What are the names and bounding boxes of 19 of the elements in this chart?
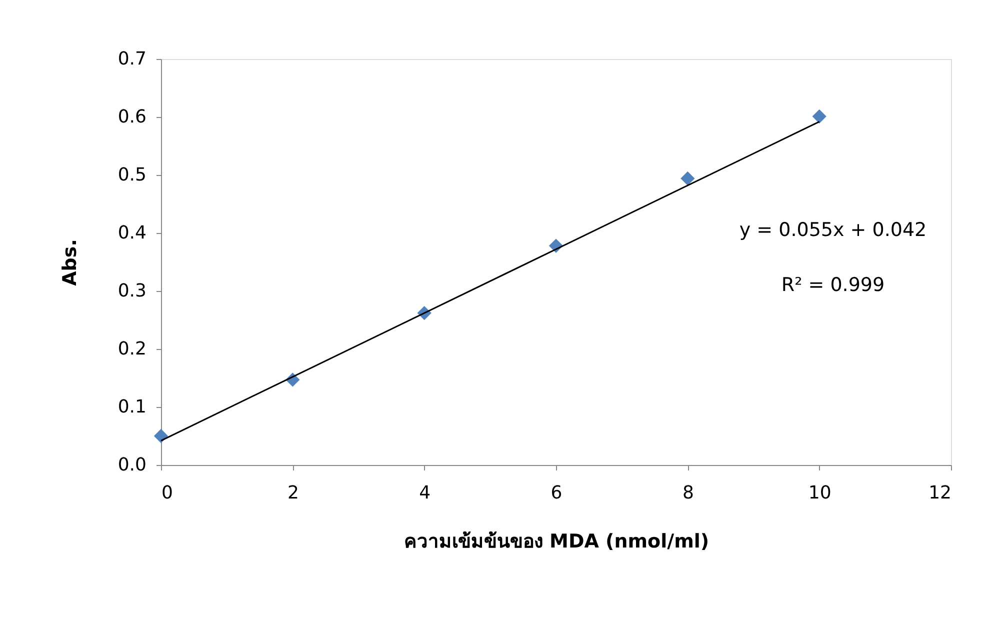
y-tick-label: 0.1	[118, 396, 146, 418]
y-tick-label: 0.5	[118, 164, 146, 186]
y-tick-label: 0.3	[118, 280, 146, 302]
x-tick-label: 6	[550, 482, 562, 504]
y-tick-label: 0.6	[118, 106, 146, 128]
x-tick-label: 2	[287, 482, 299, 504]
x-tick-label: 10	[808, 482, 832, 504]
y-tick-label: 0.0	[118, 454, 146, 476]
annotation: R² = 0.999	[781, 274, 885, 296]
x-axis-title: ความเข้มข้นของ MDA (nmol/ml)	[404, 530, 710, 552]
y-tick-label: 0.4	[118, 222, 146, 244]
x-tick-label: 4	[419, 482, 431, 504]
y-tick-label: 0.7	[118, 48, 146, 70]
y-tick-label: 0.2	[118, 338, 146, 360]
x-tick-label: 0	[162, 482, 173, 504]
annotation: y = 0.055x + 0.042	[739, 219, 927, 241]
y-axis-title: Abs.	[58, 239, 81, 286]
x-tick-label: 8	[682, 482, 694, 504]
x-tick-label: 12	[928, 482, 952, 504]
